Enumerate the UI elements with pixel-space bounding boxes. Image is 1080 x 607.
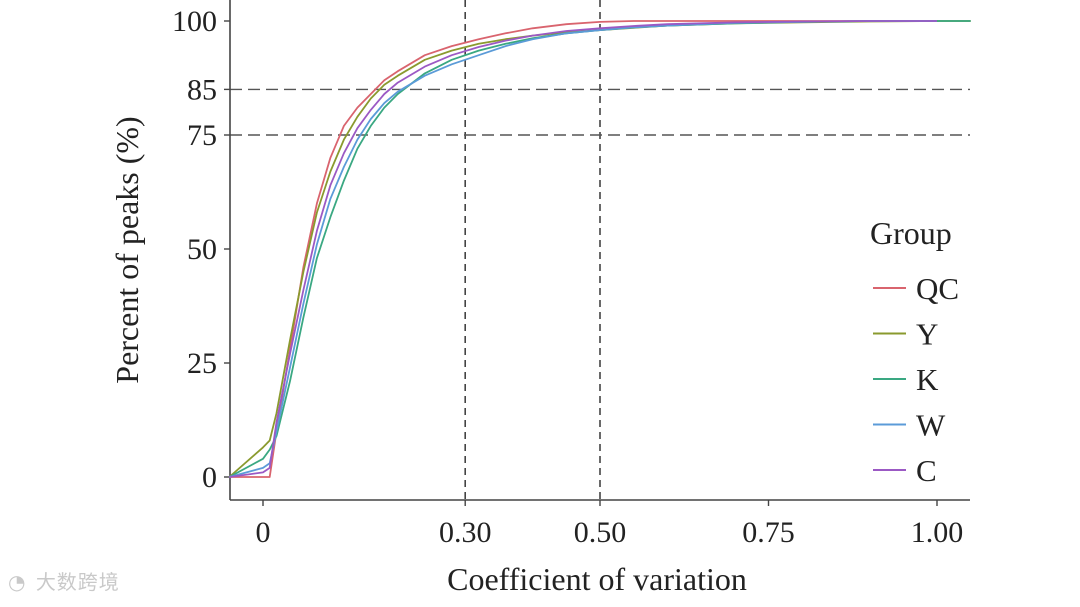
y-tick-label: 50 xyxy=(187,233,217,266)
y-tick-label: 100 xyxy=(172,5,217,38)
series-line-c xyxy=(229,20,937,478)
watermark-text: 大数跨境 xyxy=(35,570,120,594)
axes-layer xyxy=(224,0,970,506)
legend-label-qc: QC xyxy=(916,271,959,306)
x-axis-title: Coefficient of variation xyxy=(447,561,747,597)
y-tick-label: 85 xyxy=(187,73,217,106)
x-tick-label: 0 xyxy=(256,516,271,549)
x-tick-label: 1.00 xyxy=(911,516,964,549)
x-tick-label: 0.50 xyxy=(574,516,627,549)
legend-label-k: K xyxy=(916,362,939,397)
series-layer xyxy=(228,20,971,478)
watermark: ◔ 大数跨境 xyxy=(8,566,120,595)
y-axis-title: Percent of peaks (%) xyxy=(109,116,145,383)
series-line-qc xyxy=(229,20,937,478)
reference-lines-layer xyxy=(230,0,970,500)
y-tick-label: 0 xyxy=(202,461,217,494)
x-tick-label: 0.30 xyxy=(439,516,492,549)
legend-title: Group xyxy=(870,215,952,251)
watermark-logo-icon: ◔ xyxy=(8,570,27,594)
legend-label-c: C xyxy=(916,453,937,488)
legend-label-y: Y xyxy=(916,317,938,352)
y-tick-label: 75 xyxy=(187,119,217,152)
labels-layer: 0 25 50 75 85 100 0 0.30 0.50 0.75 1.00 Coefficient… xyxy=(109,5,963,597)
y-tick-label: 25 xyxy=(187,347,217,380)
legend-label-w: W xyxy=(916,408,946,443)
series-line-w xyxy=(229,20,937,478)
x-tick-label: 0.75 xyxy=(742,516,795,549)
